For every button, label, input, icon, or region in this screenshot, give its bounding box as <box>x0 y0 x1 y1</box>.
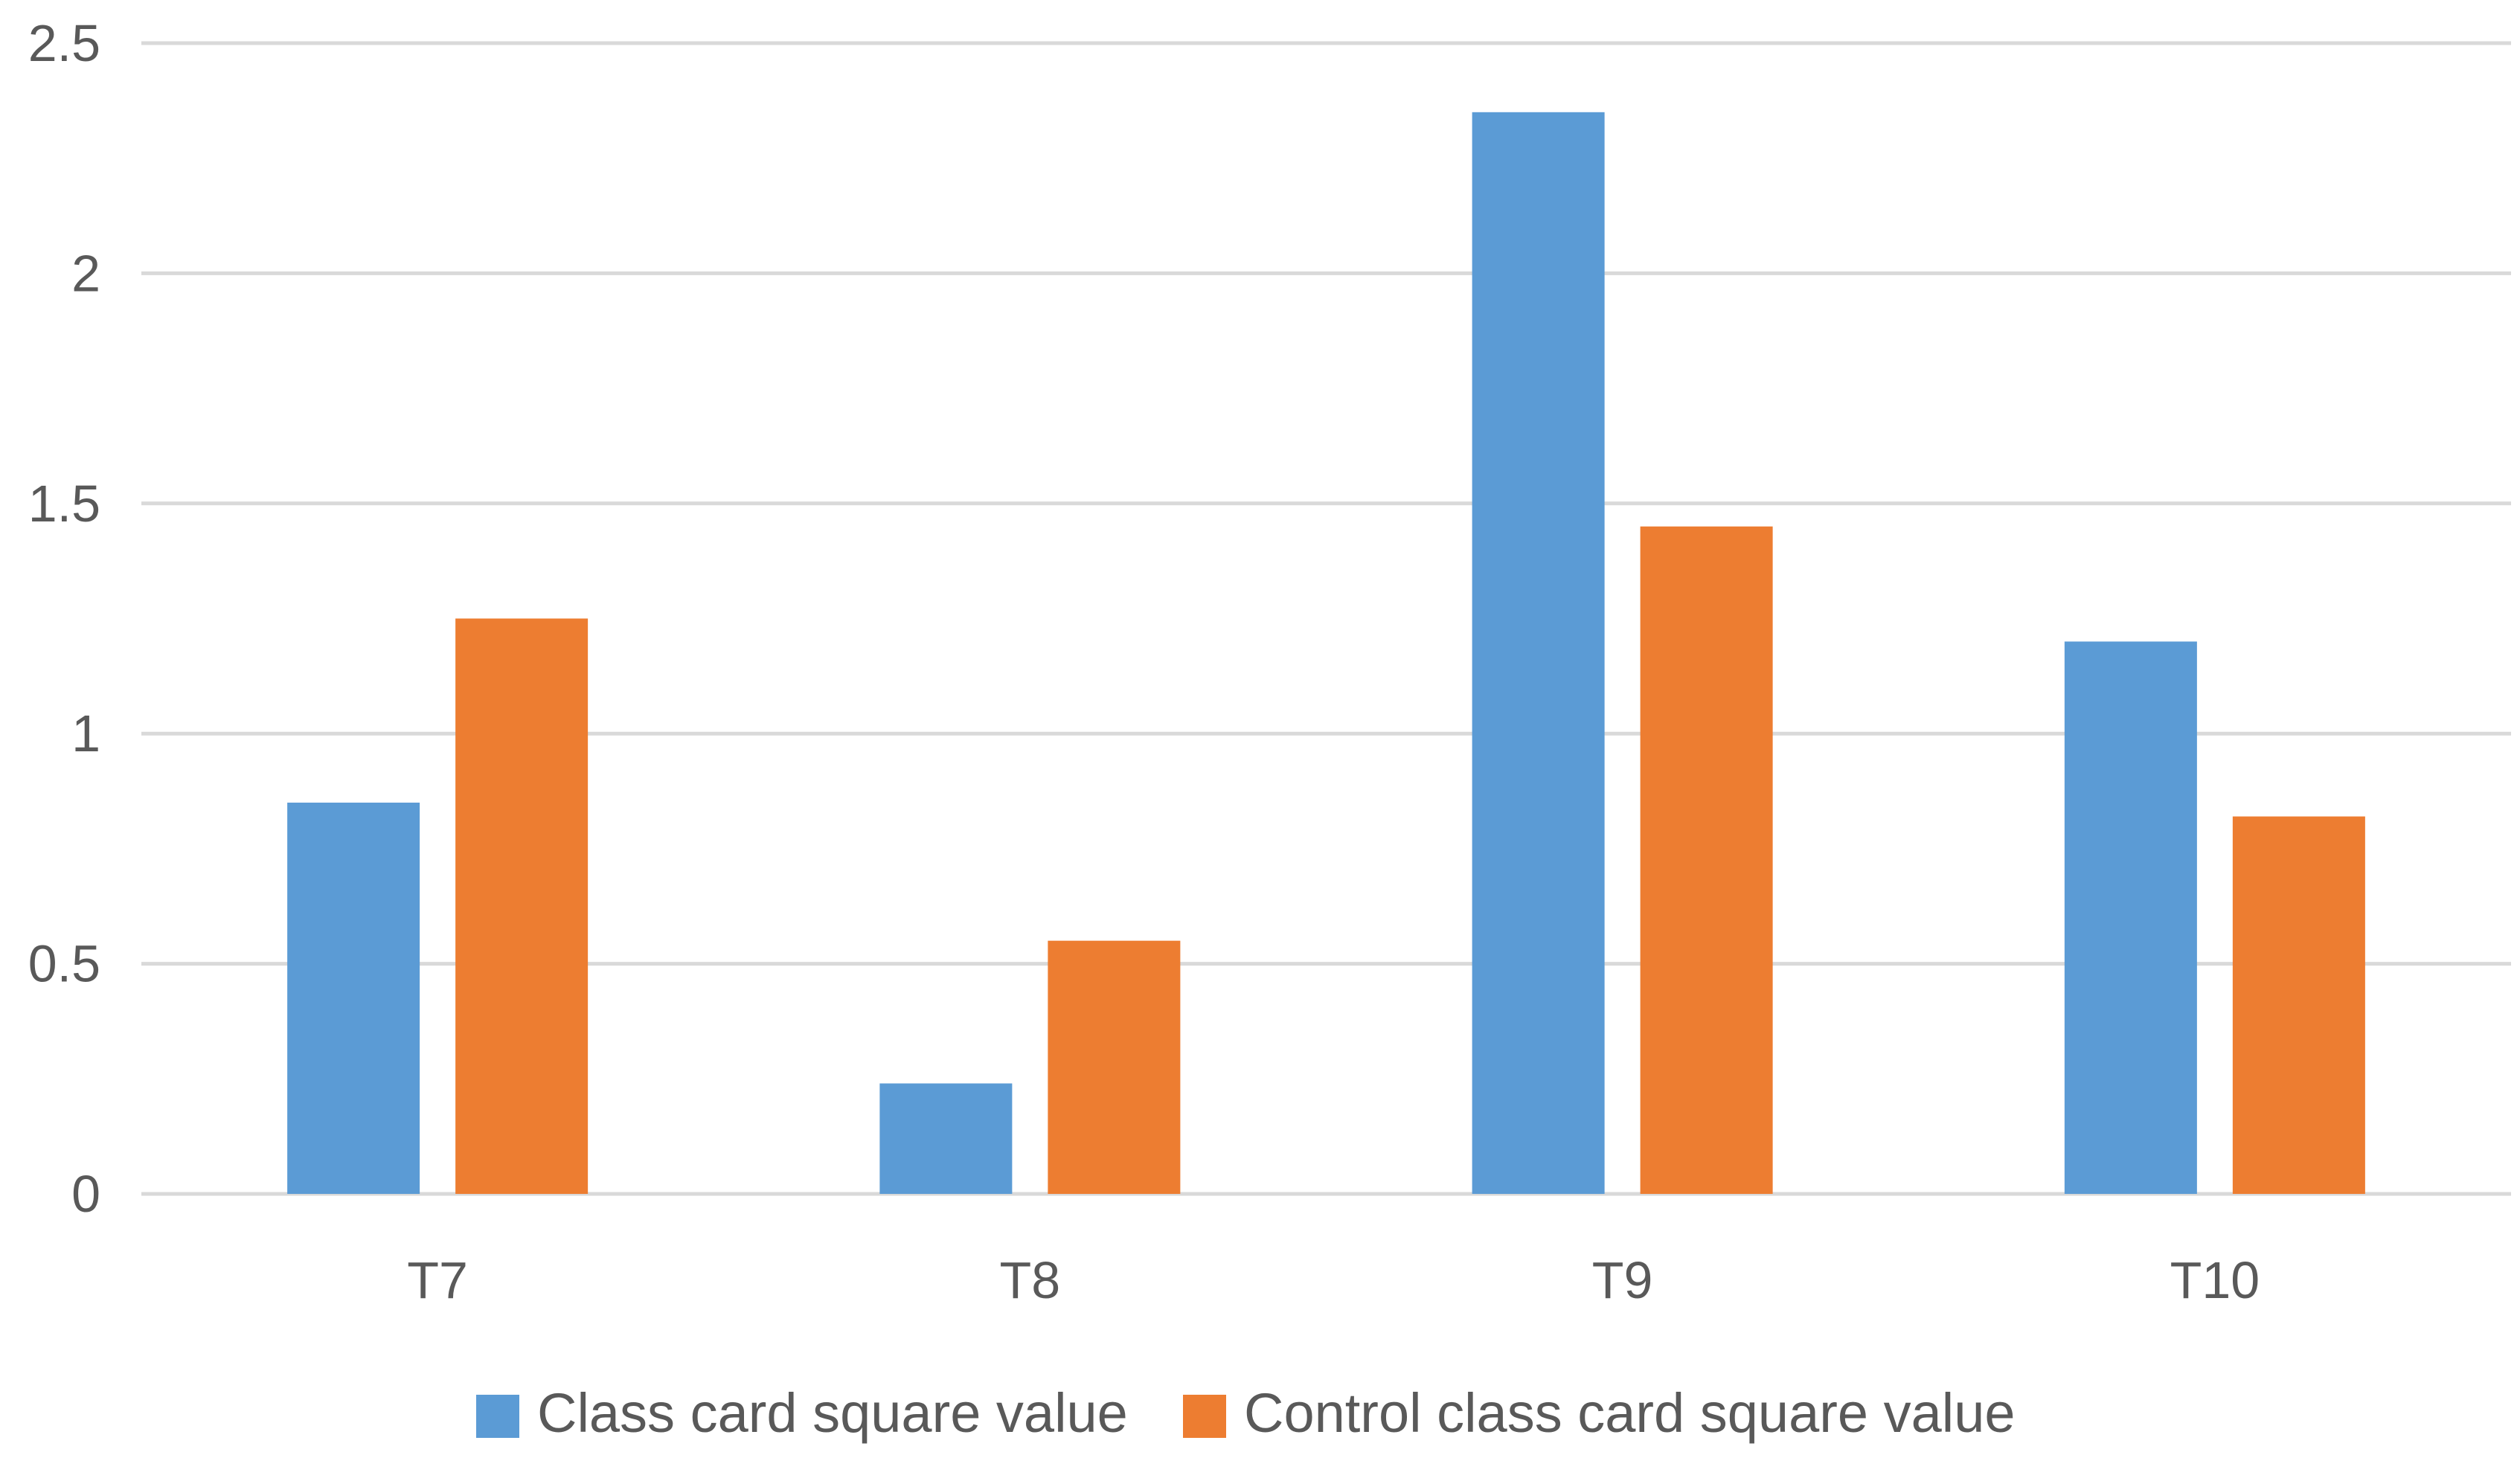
y-tick-label: 0 <box>71 1165 100 1223</box>
legend: Class card square value Control class car… <box>476 1382 2016 1444</box>
y-tick-label: 1.5 <box>28 475 100 533</box>
legend-label: Control class card square value <box>1244 1382 2016 1444</box>
x-tick-label: T8 <box>1000 1251 1061 1309</box>
x-tick-label: T9 <box>1592 1251 1653 1309</box>
bar-t9-series-2 <box>1640 526 1773 1194</box>
y-tick-label: 2 <box>71 244 100 302</box>
x-tick-label: T7 <box>407 1251 468 1309</box>
y-tick-label: 0.5 <box>28 935 100 993</box>
bar-t8-series-2 <box>1048 940 1181 1194</box>
y-axis-tick-labels: 0 0.5 1 1.5 2 2.5 <box>28 14 100 1223</box>
y-tick-label: 1 <box>71 704 100 762</box>
x-axis-tick-labels: T7 T8 T9 T10 <box>407 1251 2260 1309</box>
legend-label: Class card square value <box>537 1382 1128 1444</box>
y-tick-label: 2.5 <box>28 14 100 72</box>
legend-swatch <box>476 1395 519 1438</box>
bars <box>287 112 2365 1194</box>
bar-t7-series-2 <box>455 618 589 1194</box>
bar-t9-series-1 <box>1472 112 1605 1194</box>
bar-t10-series-1 <box>2064 641 2197 1194</box>
bar-t7-series-1 <box>287 803 420 1194</box>
bar-t8-series-1 <box>879 1083 1013 1194</box>
bar-t10-series-2 <box>2232 816 2365 1194</box>
legend-swatch <box>1183 1395 1226 1438</box>
x-tick-label: T10 <box>2170 1251 2260 1309</box>
